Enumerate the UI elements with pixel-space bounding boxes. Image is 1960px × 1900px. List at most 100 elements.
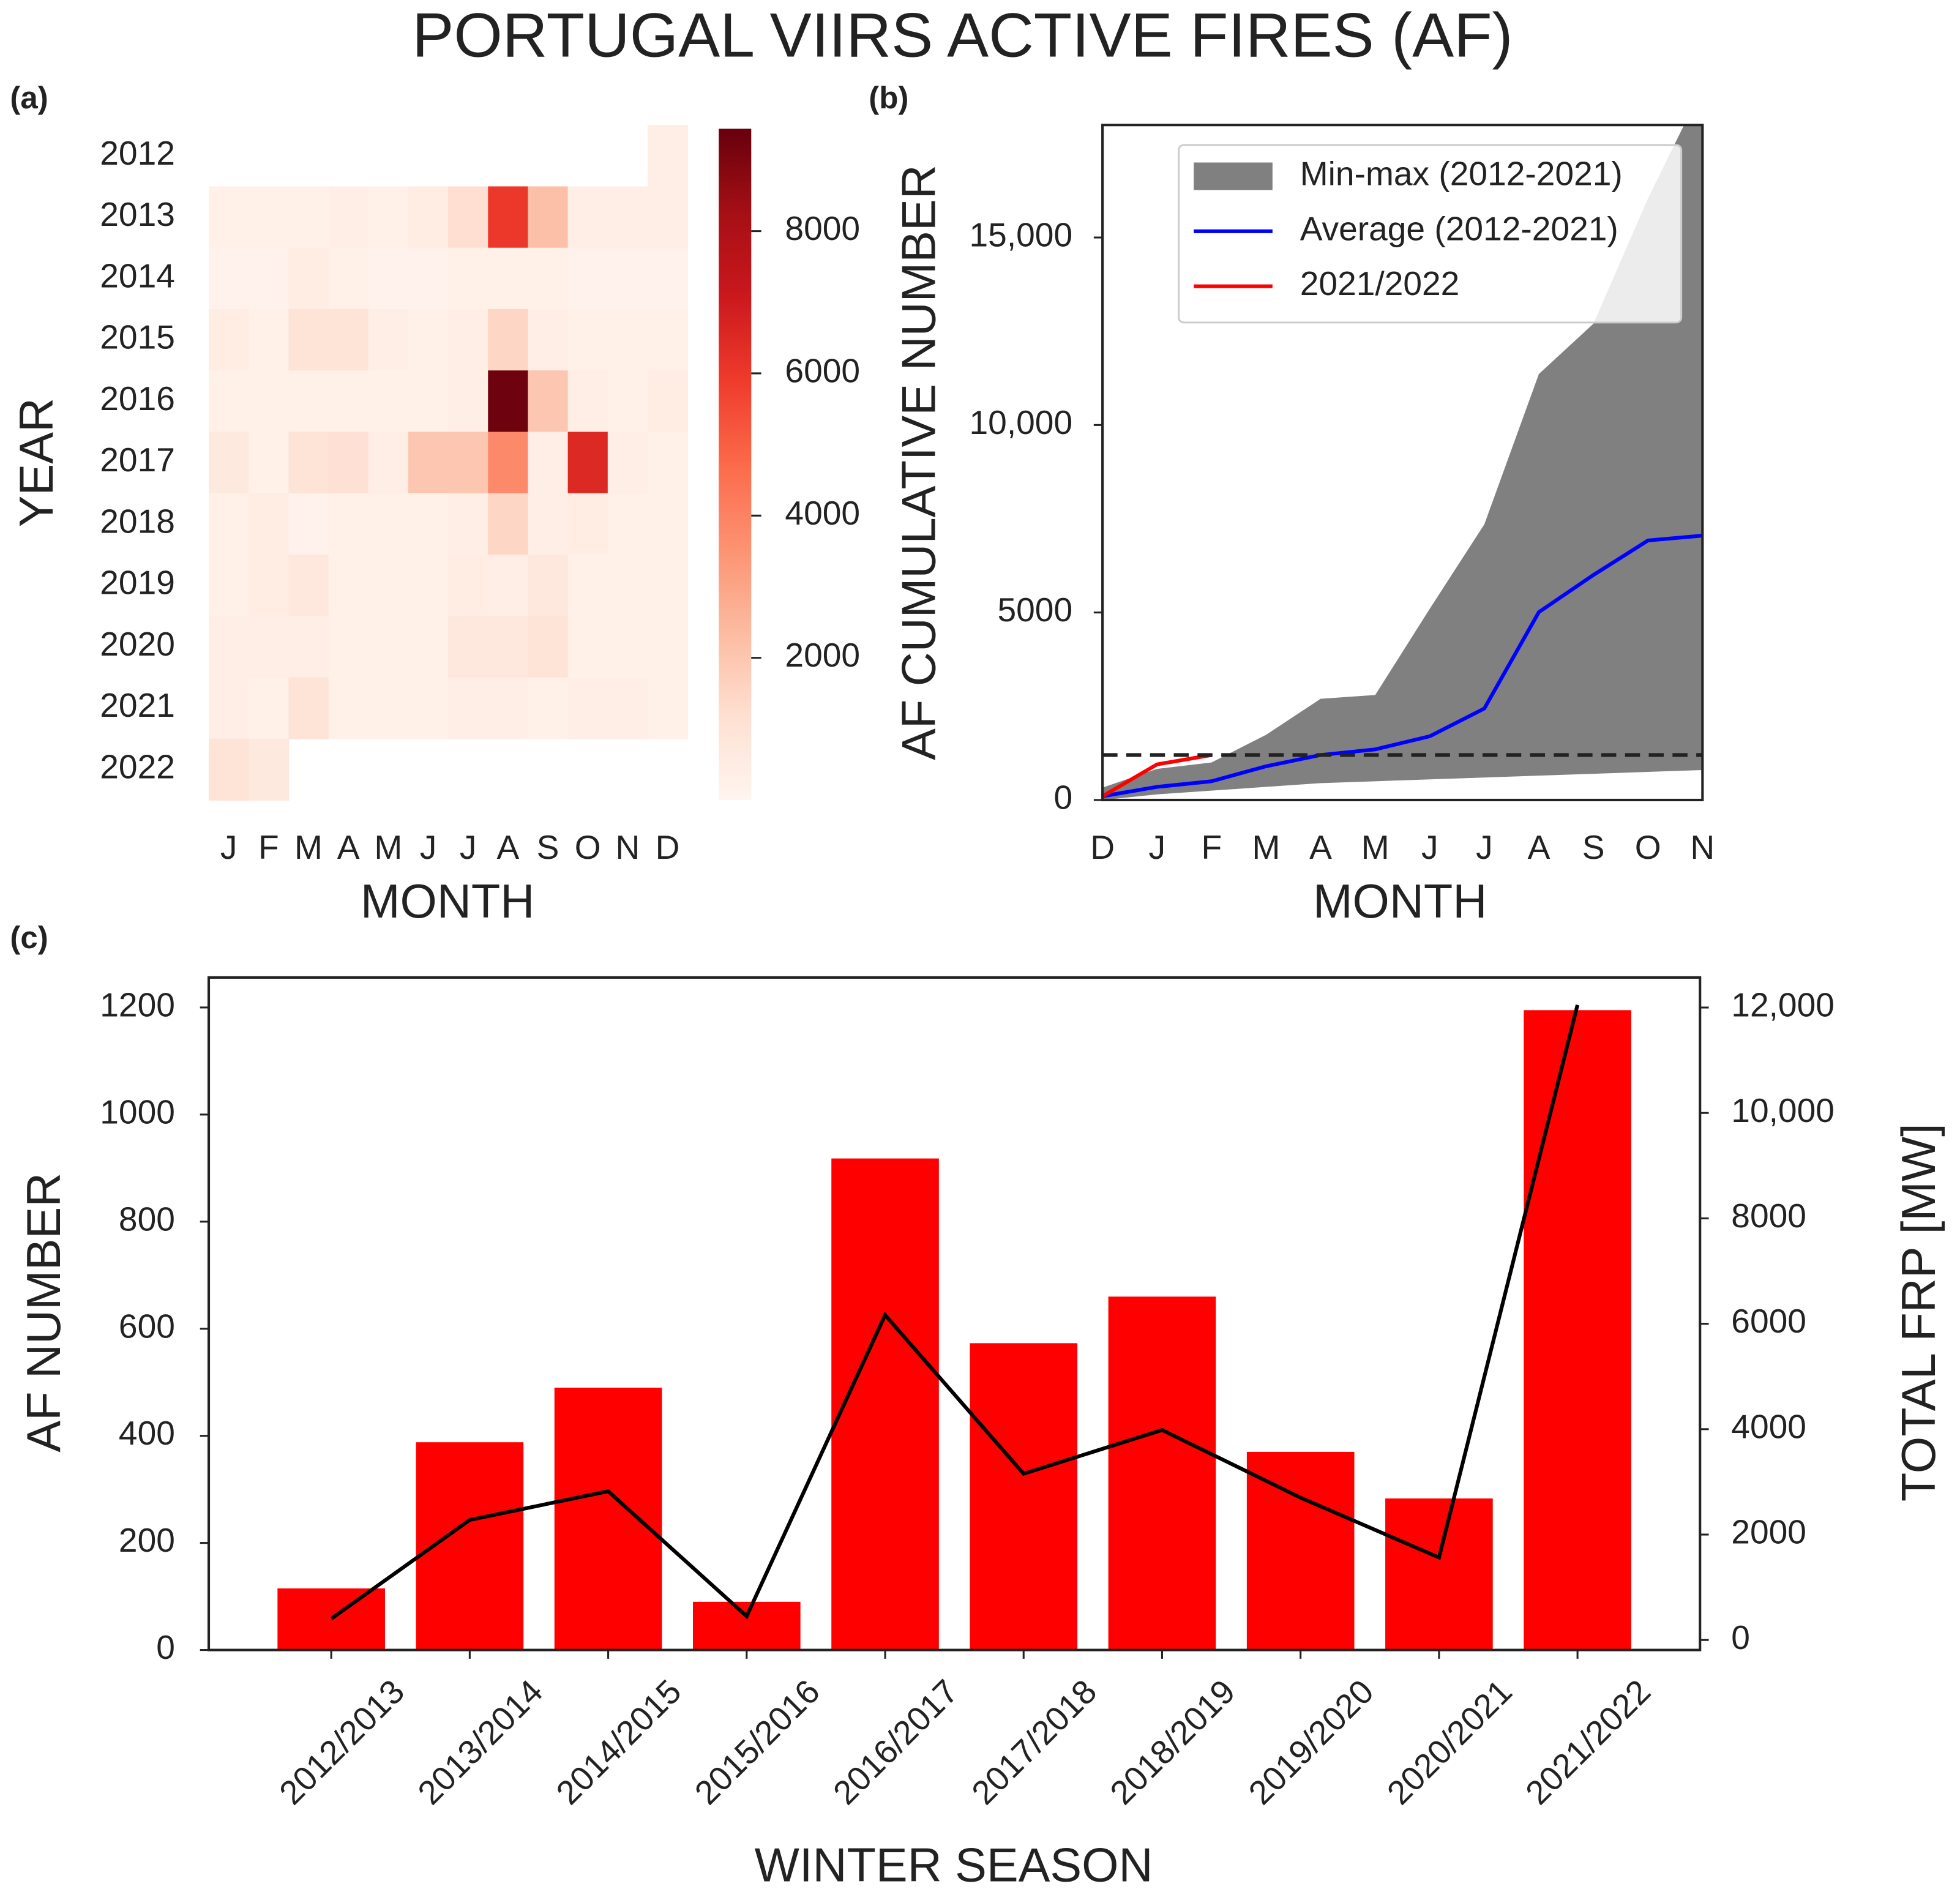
y-tick-label: 2014 — [100, 256, 175, 294]
heat-cell — [249, 432, 290, 494]
heat-cell — [607, 677, 648, 739]
x-tick-label: 2019/2020 — [1241, 1672, 1381, 1812]
heat-cell — [368, 186, 409, 249]
legend-label: 2021/2022 — [1300, 264, 1460, 302]
bar — [1385, 1498, 1493, 1650]
heat-cell — [607, 247, 648, 310]
x-tick-label: M — [294, 828, 323, 866]
plot-frame — [207, 976, 1702, 1651]
y-tick-label: 2016 — [100, 380, 175, 417]
heat-cell — [567, 493, 608, 555]
y-tick-label: 2021 — [100, 686, 175, 724]
y-tick-label: 2013 — [100, 195, 175, 233]
heat-cell — [488, 370, 529, 433]
x-tick-label: 2014/2015 — [549, 1672, 689, 1812]
heat-cell — [528, 247, 569, 310]
y-tick-label: 2017 — [100, 441, 175, 479]
heat-cell — [488, 432, 529, 494]
heat-cell — [408, 493, 449, 555]
y-tick-label: 2018 — [100, 502, 175, 540]
x-tick-label: O — [575, 828, 601, 866]
heat-cell — [488, 309, 529, 372]
heat-cell — [408, 432, 449, 494]
x-tick-label: A — [496, 828, 519, 866]
heat-cell — [488, 554, 529, 617]
heat-cell — [607, 616, 648, 678]
heat-cell — [647, 616, 689, 678]
x-tick-label: J — [460, 828, 477, 866]
heat-cell — [528, 677, 569, 739]
heat-cell — [328, 432, 369, 494]
colorbar-tick-label: 4000 — [785, 494, 860, 532]
colorbar-tick-label: 2000 — [785, 636, 860, 674]
y-tick-label: 2019 — [100, 564, 175, 602]
legend-label: Min-max (2012-2021) — [1300, 155, 1623, 193]
heat-cell — [448, 554, 489, 617]
heat-cell — [408, 247, 449, 310]
heat-cell — [288, 677, 329, 739]
heat-cell — [448, 186, 489, 249]
bar — [554, 1387, 662, 1650]
colorbar — [719, 129, 752, 800]
figure-title: PORTUGAL VIIRS ACTIVE FIRES (AF) — [412, 0, 1513, 70]
heat-cell — [528, 493, 569, 555]
heat-cell — [607, 432, 648, 494]
bar — [1108, 1296, 1216, 1650]
x-tick-label: N — [1690, 828, 1715, 866]
heat-cell — [567, 309, 608, 372]
heat-cell — [528, 616, 569, 678]
plot-frame — [1101, 124, 1704, 801]
heat-cell — [209, 738, 250, 801]
heat-cell — [368, 370, 409, 433]
heat-cell — [209, 616, 250, 678]
x-tick-label: A — [1309, 828, 1332, 866]
heat-cell — [288, 370, 329, 433]
heat-cell — [607, 309, 648, 372]
heat-cell — [209, 554, 250, 617]
heat-cell — [528, 186, 569, 249]
y-tick-label: 800 — [119, 1200, 175, 1238]
heat-cell — [249, 493, 290, 555]
colorbar-tick-label: 8000 — [785, 209, 860, 247]
heat-cell — [368, 432, 409, 494]
heat-cell — [209, 370, 250, 433]
heat-cell — [408, 370, 449, 433]
x-tick-label: J — [220, 828, 238, 866]
y-axis-label: AF CUMULATIVE NUMBER — [893, 165, 946, 760]
y-tick-label: 15,000 — [970, 216, 1073, 254]
x-axis-label: MONTH — [1313, 875, 1487, 928]
y2-tick-label: 12,000 — [1731, 986, 1835, 1024]
plot-area — [1102, 125, 1703, 800]
heat-cell — [647, 309, 689, 372]
x-tick-label: D — [656, 828, 680, 866]
heat-cell — [448, 370, 489, 433]
heat-cell — [288, 186, 329, 249]
bar — [692, 1601, 801, 1650]
panel-label: (b) — [869, 80, 908, 115]
heat-cell — [288, 554, 329, 617]
legend-label: Average (2012-2021) — [1300, 209, 1618, 247]
heat-cell — [249, 370, 290, 433]
heat-cell — [209, 432, 250, 494]
heat-cell — [448, 677, 489, 739]
x-tick-label: J — [1148, 828, 1165, 866]
x-tick-label: 2012/2013 — [272, 1672, 411, 1812]
x-tick-label: A — [337, 828, 360, 866]
heat-cell — [249, 186, 290, 249]
y-tick-label: 2020 — [100, 625, 175, 663]
heat-cell — [647, 186, 689, 249]
y-tick-label: 600 — [119, 1307, 175, 1345]
heat-cell — [448, 616, 489, 678]
y-tick-label: 200 — [119, 1521, 175, 1559]
heat-cell — [408, 186, 449, 249]
heat-cell — [448, 247, 489, 310]
heat-cell — [209, 247, 250, 310]
heat-cell — [567, 370, 608, 433]
series-line — [1102, 533, 1703, 798]
heat-cell — [249, 616, 290, 678]
heat-cell — [567, 616, 608, 678]
heat-cell — [567, 247, 608, 310]
colorbar-tick-label: 6000 — [785, 352, 860, 390]
y-tick-label: 0 — [1053, 779, 1072, 817]
x-tick-label: 2020/2021 — [1380, 1672, 1519, 1812]
